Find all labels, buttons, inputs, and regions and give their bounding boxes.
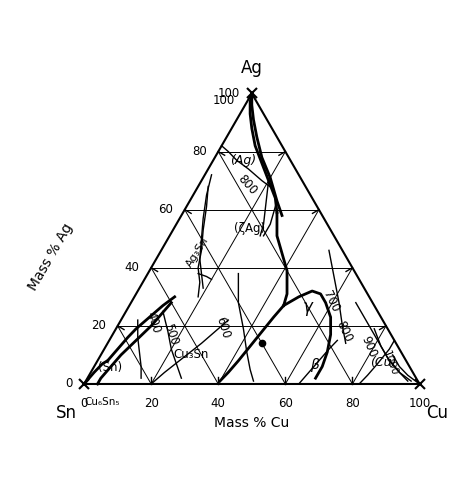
Text: Mass % Ag: Mass % Ag <box>26 220 75 293</box>
Text: 500: 500 <box>162 322 181 347</box>
Text: 0: 0 <box>81 398 88 411</box>
Text: 20: 20 <box>91 319 106 332</box>
Text: 0: 0 <box>65 377 73 390</box>
Text: 40: 40 <box>125 261 139 274</box>
Text: Sn: Sn <box>56 404 77 422</box>
Text: β: β <box>310 358 319 372</box>
Text: 100: 100 <box>213 94 235 107</box>
Text: 900: 900 <box>358 334 379 360</box>
Text: (ζAg): (ζAg) <box>234 222 265 235</box>
Text: (Cu): (Cu) <box>370 356 396 369</box>
Text: (Ag): (Ag) <box>230 154 256 167</box>
Text: 800: 800 <box>236 172 260 197</box>
Text: 100: 100 <box>218 87 240 100</box>
Text: 80: 80 <box>192 145 207 158</box>
Text: 40: 40 <box>211 398 226 411</box>
Text: 400: 400 <box>143 310 163 336</box>
Text: 80: 80 <box>345 398 360 411</box>
Text: 1000: 1000 <box>382 349 400 377</box>
Text: 700: 700 <box>321 288 342 314</box>
Text: 600: 600 <box>213 315 232 340</box>
Text: 60: 60 <box>278 398 293 411</box>
Text: Ag: Ag <box>241 59 263 77</box>
Text: Cu: Cu <box>426 404 448 422</box>
Text: 100: 100 <box>409 398 431 411</box>
Text: Ag₃Sn: Ag₃Sn <box>184 235 210 269</box>
Text: (Sn): (Sn) <box>98 361 122 374</box>
Text: 60: 60 <box>158 203 173 216</box>
Text: Cu₆Sn₅: Cu₆Sn₅ <box>85 398 120 408</box>
Text: γ: γ <box>303 298 313 316</box>
Text: 20: 20 <box>144 398 159 411</box>
Text: 800: 800 <box>334 319 355 344</box>
Text: Cu₃Sn: Cu₃Sn <box>174 348 209 362</box>
Text: Mass % Cu: Mass % Cu <box>214 416 290 430</box>
